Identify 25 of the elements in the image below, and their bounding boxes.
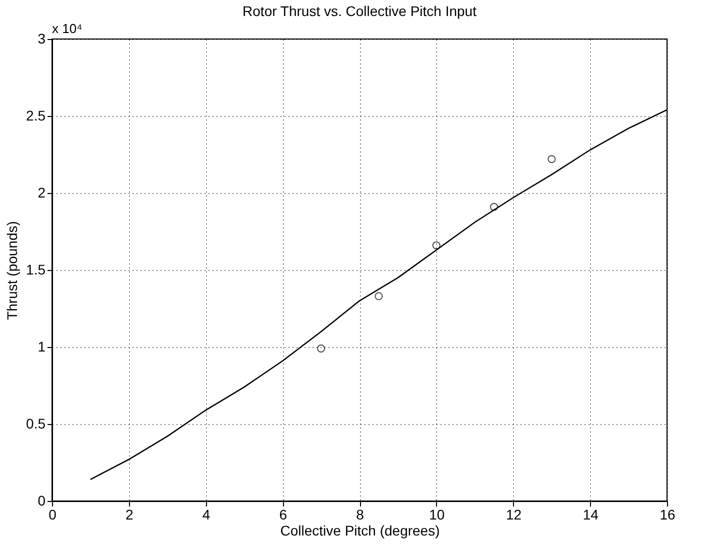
y-tick-label: 3 <box>38 30 46 46</box>
y-tick-label: 0.5 <box>26 416 46 432</box>
y-axis-title: Thrust (pounds) <box>4 221 20 320</box>
x-tick-label: 12 <box>506 506 522 522</box>
point <box>374 292 383 300</box>
x-tick-label: 8 <box>356 506 364 522</box>
x-tick-label: 4 <box>202 506 210 522</box>
x-tick-label: 10 <box>429 506 445 522</box>
point <box>490 202 498 211</box>
point <box>317 344 326 353</box>
x-tick-label: 16 <box>660 506 676 522</box>
point <box>432 241 440 250</box>
y-tick-label: 0 <box>38 492 46 508</box>
y-tick-label: 2.5 <box>26 108 46 124</box>
x-axis-title: Collective Pitch (degrees) <box>280 522 440 538</box>
text: x 10⁴ <box>52 21 82 36</box>
y-tick-label: 1 <box>38 338 46 354</box>
chart-title: Rotor Thrust vs. Collective Pitch Input <box>242 3 477 19</box>
x-tick-label: 14 <box>582 506 599 522</box>
point <box>548 155 556 164</box>
x-tick-label: 2 <box>125 506 134 522</box>
y-tick-label: 1.5 <box>26 262 46 278</box>
x-tick-label: 6 <box>279 506 288 522</box>
y-tick-label: 2 <box>38 184 46 200</box>
x-tick-label: 0 <box>48 506 57 522</box>
